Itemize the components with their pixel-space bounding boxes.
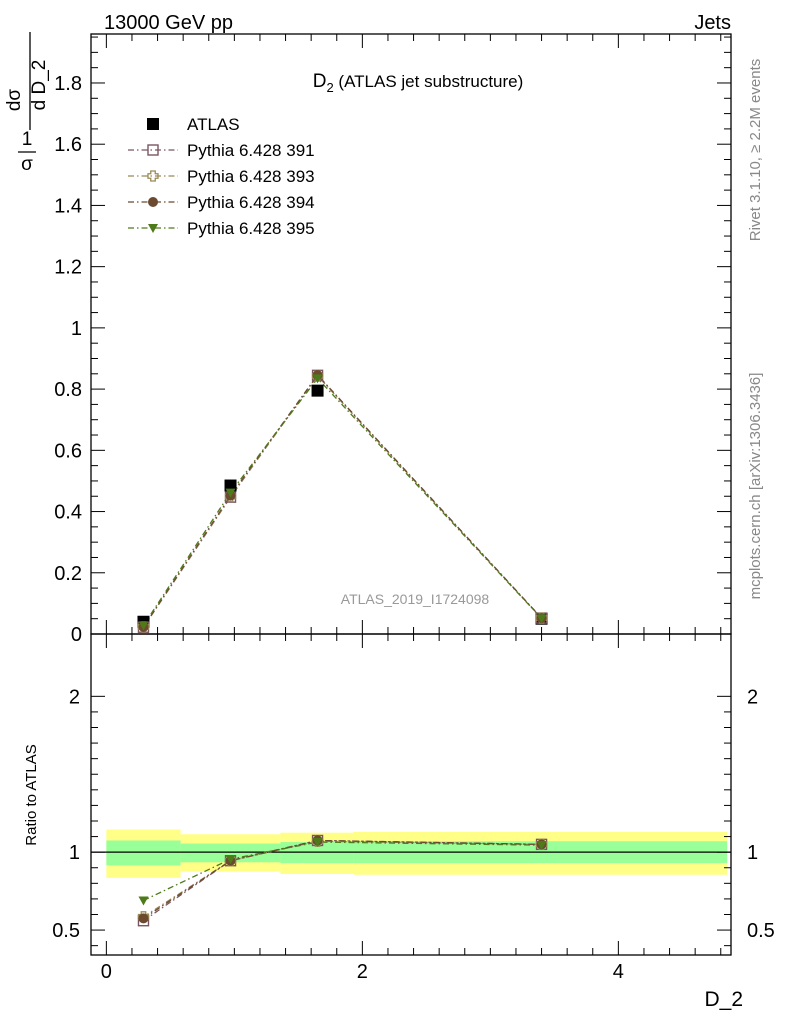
legend-label-4: Pythia 6.428 395 <box>187 219 315 238</box>
y-tick-label: 0.8 <box>54 379 82 401</box>
data-point-4-0 <box>138 621 149 631</box>
legend-label-0: ATLAS <box>187 115 240 134</box>
ratio-point-3-2 <box>312 838 323 848</box>
y-tick-label: 1.2 <box>54 257 82 279</box>
ylabel-frac1-num: 1 <box>22 129 33 150</box>
ratio-point-3-0 <box>138 896 149 906</box>
ratio-xlabel: D_2 <box>704 988 743 1011</box>
ratio-series <box>137 834 548 927</box>
ylabel-frac2-num: dσ <box>4 89 25 112</box>
ratio-uncertainty-bands <box>91 829 731 878</box>
band-green-0 <box>106 840 181 866</box>
band-green-1 <box>180 843 281 863</box>
y-tick-label: 0 <box>71 624 82 646</box>
mcplots-label: mcplots.cern.ch [arXiv:1306.3436] <box>747 373 764 600</box>
series-line-3 <box>142 373 543 628</box>
legend-marker-4 <box>148 224 158 233</box>
ratio-y-tick-label-right: 0.5 <box>747 920 775 942</box>
data-point-0-2 <box>311 384 324 397</box>
ratio-axes: 0 2 4 0.5 0.5 1 1 2 2 <box>52 633 775 983</box>
y-tick-label: 0.2 <box>54 563 82 585</box>
ratio-y-tick-label-right: 2 <box>747 686 758 708</box>
y-tick-label: 1.6 <box>54 134 82 156</box>
x-tick-label: 4 <box>613 961 624 983</box>
ratio-y-tick-label-right: 1 <box>747 842 758 864</box>
series-line-1 <box>142 374 543 628</box>
y-tick-label: 0.4 <box>54 502 82 524</box>
legend-label-3: Pythia 6.428 394 <box>187 193 315 212</box>
ratio-point-3-3 <box>536 841 547 851</box>
ratio-y-tick-label-left: 0.5 <box>52 920 80 942</box>
data-point-4-1 <box>225 488 236 498</box>
ylabel-frac2-den: d D_2 <box>29 60 50 111</box>
main-title: D2 (ATLAS jet substructure) <box>313 71 524 95</box>
title-main: D <box>313 71 327 92</box>
legend-marker-0 <box>147 118 159 130</box>
legend-marker-3 <box>148 197 158 207</box>
header-left: 13000 GeV pp <box>104 12 233 34</box>
y-tick-label: 1.8 <box>54 73 82 95</box>
ratio-point-3-1 <box>225 855 236 865</box>
y-tick-label: 1.4 <box>54 195 82 217</box>
title-rest: (ATLAS jet substructure) <box>334 72 524 91</box>
main-axes: 0 0.2 0.4 0.6 0.8 1 1.2 1.4 1.6 1.8 <box>54 33 732 646</box>
rivet-label: Rivet 3.1.10, ≥ 2.2M events <box>747 59 764 242</box>
main-ylabel: 1 σ <box>18 129 36 175</box>
y-tick-label: 0.6 <box>54 440 82 462</box>
legend-marker-1 <box>147 144 159 156</box>
data-point-4-2 <box>312 374 323 384</box>
title-subscript: 2 <box>326 80 333 95</box>
legend-marker-2 <box>147 170 159 182</box>
legend: ATLAS Pythia 6.428 391 Pythia 6.428 393 Pyt… <box>128 115 315 238</box>
ylabel-frac1-den: σ <box>21 154 33 175</box>
data-point-4-3 <box>536 614 547 624</box>
ratio-ylabel: Ratio to ATLAS <box>23 744 40 845</box>
data-point-0-1 <box>224 479 237 492</box>
ratio-line-3 <box>143 841 542 902</box>
series-line-2 <box>142 374 543 628</box>
ratio-y-tick-label-left: 1 <box>69 842 80 864</box>
header-right: Jets <box>694 12 731 34</box>
legend-label-2: Pythia 6.428 393 <box>187 167 315 186</box>
y-tick-label: 1 <box>71 318 82 340</box>
ratio-frame <box>90 633 732 956</box>
legend-label-1: Pythia 6.428 391 <box>187 141 315 160</box>
analysis-watermark: ATLAS_2019_I1724098 <box>341 591 490 607</box>
x-tick-label: 0 <box>101 961 112 983</box>
series-line-4 <box>142 377 543 626</box>
x-tick-label: 2 <box>357 961 368 983</box>
main-series <box>137 369 548 633</box>
ratio-point-2-0 <box>138 913 149 924</box>
ratio-y-tick-label-left: 2 <box>69 686 80 708</box>
